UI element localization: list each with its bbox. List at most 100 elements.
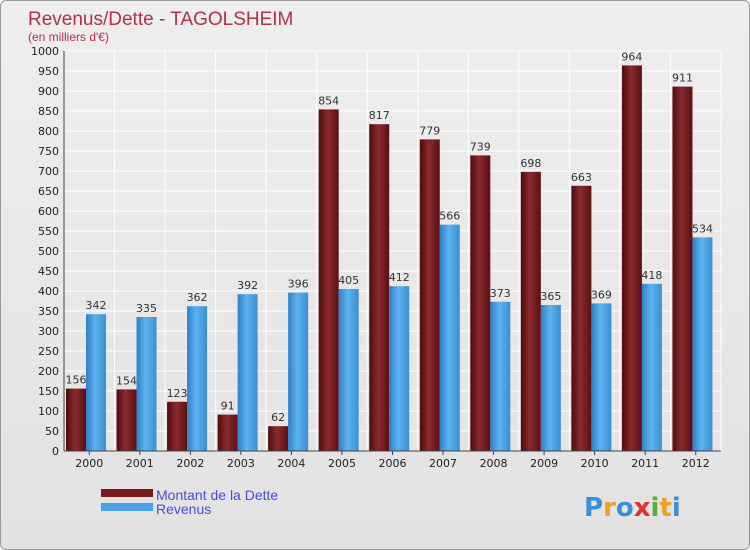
bar-dette-2004 xyxy=(268,426,289,451)
proxiti-logo: Proxiti xyxy=(584,493,681,523)
value-label-dette-2000: 156 xyxy=(66,374,87,387)
bar-dette-2005 xyxy=(318,109,339,452)
value-label-dette-2011: 964 xyxy=(621,50,642,63)
value-label-revenus-2008: 373 xyxy=(490,287,511,300)
x-tick-label-2003: 2003 xyxy=(227,457,255,470)
bar-dette-2007 xyxy=(419,139,440,451)
x-tick-label-2008: 2008 xyxy=(480,457,508,470)
value-label-revenus-2005: 405 xyxy=(338,274,359,287)
y-tick-label: 300 xyxy=(38,325,59,338)
x-tick-label-2011: 2011 xyxy=(631,457,659,470)
y-tick-label: 1000 xyxy=(31,45,59,58)
bar-revenus-2009 xyxy=(540,305,561,451)
value-label-revenus-2012: 534 xyxy=(692,222,713,235)
y-tick-label: 0 xyxy=(52,445,59,458)
legend-label-dette: Montant de la Dette xyxy=(156,487,278,503)
bar-dette-2009 xyxy=(520,171,541,452)
value-label-dette-2004: 62 xyxy=(271,411,285,424)
x-tick-label-2004: 2004 xyxy=(277,457,305,470)
y-tick-label: 650 xyxy=(38,185,59,198)
bar-dette-2001 xyxy=(116,389,137,451)
legend-swatch-dette xyxy=(101,489,153,497)
x-tick-label-2010: 2010 xyxy=(581,457,609,470)
value-label-dette-2003: 91 xyxy=(221,400,235,413)
y-tick-label: 150 xyxy=(38,385,59,398)
bar-revenus-2012 xyxy=(692,237,713,451)
legend: Montant de la Dette Revenus xyxy=(101,487,278,517)
value-label-revenus-2004: 396 xyxy=(288,278,309,291)
value-label-revenus-2002: 362 xyxy=(187,291,208,304)
bar-dette-2003 xyxy=(217,414,238,451)
gridlines xyxy=(63,50,722,452)
y-tick-label: 450 xyxy=(38,265,59,278)
value-label-revenus-2006: 412 xyxy=(389,271,410,284)
legend-swatch-revenus xyxy=(101,503,153,511)
bars: 156 342 154 335 123 362 91 392 62 396 854 405 817 412… xyxy=(66,50,713,452)
y-tick-label: 200 xyxy=(38,365,59,378)
value-label-dette-2009: 698 xyxy=(520,157,541,170)
proxiti-logo-text: Proxiti xyxy=(584,493,681,523)
x-tick-label-2012: 2012 xyxy=(682,457,710,470)
bar-revenus-2000 xyxy=(86,314,106,451)
bar-dette-2010 xyxy=(571,185,592,452)
value-label-revenus-2010: 369 xyxy=(591,288,612,301)
bar-revenus-2011 xyxy=(641,283,662,451)
bar-revenus-2008 xyxy=(490,301,511,451)
x-tick-label-2005: 2005 xyxy=(328,457,356,470)
value-label-revenus-2007: 566 xyxy=(439,210,460,223)
bar-dette-2011 xyxy=(621,65,642,452)
y-tick-label: 700 xyxy=(38,165,59,178)
y-tick-label: 100 xyxy=(38,405,59,418)
value-label-dette-2002: 123 xyxy=(167,387,188,400)
bar-revenus-2006 xyxy=(389,286,410,451)
bar-dette-2006 xyxy=(369,124,390,451)
bar-revenus-2004 xyxy=(288,292,309,451)
bar-revenus-2010 xyxy=(591,303,612,451)
y-tick-label: 900 xyxy=(38,85,59,98)
value-label-dette-2008: 739 xyxy=(470,140,491,153)
bar-dette-2000 xyxy=(66,388,86,451)
bar-revenus-2001 xyxy=(136,317,157,451)
y-tick-label: 500 xyxy=(38,245,59,258)
y-tick-label: 850 xyxy=(38,105,59,118)
legend-label-revenus: Revenus xyxy=(156,501,211,517)
y-tick-label: 550 xyxy=(38,225,59,238)
value-label-revenus-2011: 418 xyxy=(641,269,662,282)
value-label-revenus-2001: 335 xyxy=(136,302,157,315)
value-label-dette-2006: 817 xyxy=(369,109,390,122)
value-label-dette-2010: 663 xyxy=(571,171,592,184)
y-tick-label: 750 xyxy=(38,145,59,158)
bar-revenus-2002 xyxy=(187,306,208,451)
bar-dette-2012 xyxy=(672,86,693,451)
value-label-revenus-2003: 392 xyxy=(237,279,258,292)
x-tick-label-2000: 2000 xyxy=(75,457,103,470)
value-label-revenus-2000: 342 xyxy=(86,299,107,312)
bar-revenus-2007 xyxy=(439,224,460,451)
y-tick-label: 350 xyxy=(38,305,59,318)
value-label-dette-2012: 911 xyxy=(672,72,693,85)
x-tick-label-2006: 2006 xyxy=(379,457,407,470)
bar-dette-2008 xyxy=(470,155,491,451)
x-tick-label-2001: 2001 xyxy=(126,457,154,470)
bar-dette-2002 xyxy=(167,401,188,451)
x-tick-label-2002: 2002 xyxy=(176,457,204,470)
bar-revenus-2005 xyxy=(338,289,359,451)
axes: 0 50 100 150 200 250 300 350 400 450 500 550 600 650 7… xyxy=(31,45,721,470)
y-tick-label: 950 xyxy=(38,65,59,78)
y-tick-label: 600 xyxy=(38,205,59,218)
x-tick-label-2009: 2009 xyxy=(530,457,558,470)
chart-subtitle: (en milliers d'€) xyxy=(28,30,109,44)
value-label-dette-2005: 854 xyxy=(318,94,339,107)
y-tick-label: 400 xyxy=(38,285,59,298)
chart-title: Revenus/Dette - TAGOLSHEIM xyxy=(28,9,293,30)
value-label-dette-2001: 154 xyxy=(116,374,137,387)
value-label-dette-2007: 779 xyxy=(419,124,440,137)
value-label-revenus-2009: 365 xyxy=(540,290,561,303)
y-tick-label: 50 xyxy=(45,425,59,438)
y-tick-label: 250 xyxy=(38,345,59,358)
x-tick-label-2007: 2007 xyxy=(429,457,457,470)
y-tick-label: 800 xyxy=(38,125,59,138)
bar-revenus-2003 xyxy=(237,294,258,451)
